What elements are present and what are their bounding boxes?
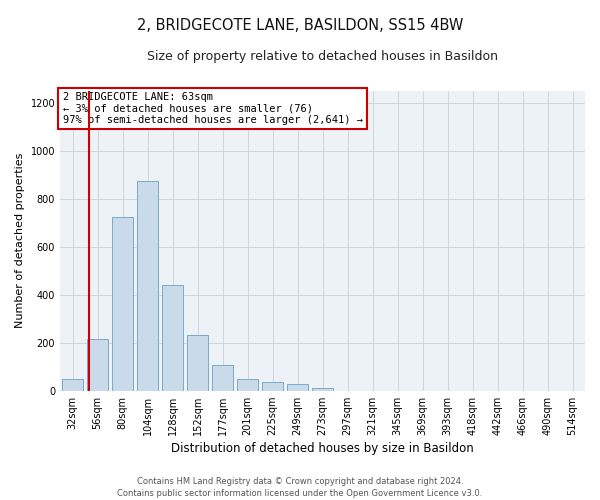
Bar bbox=[62, 378, 83, 390]
Title: Size of property relative to detached houses in Basildon: Size of property relative to detached ho… bbox=[147, 50, 498, 63]
Bar bbox=[137, 180, 158, 390]
Bar bbox=[262, 382, 283, 390]
Text: Contains HM Land Registry data © Crown copyright and database right 2024.
Contai: Contains HM Land Registry data © Crown c… bbox=[118, 476, 482, 498]
Bar bbox=[237, 380, 258, 390]
Bar bbox=[187, 336, 208, 390]
Bar bbox=[287, 384, 308, 390]
Bar bbox=[162, 285, 183, 391]
Bar bbox=[87, 339, 108, 390]
Text: 2 BRIDGECOTE LANE: 63sqm
← 3% of detached houses are smaller (76)
97% of semi-de: 2 BRIDGECOTE LANE: 63sqm ← 3% of detache… bbox=[62, 92, 362, 126]
Text: 2, BRIDGECOTE LANE, BASILDON, SS15 4BW: 2, BRIDGECOTE LANE, BASILDON, SS15 4BW bbox=[137, 18, 463, 32]
Bar bbox=[312, 388, 333, 390]
Y-axis label: Number of detached properties: Number of detached properties bbox=[15, 153, 25, 328]
Bar bbox=[212, 366, 233, 390]
Bar bbox=[112, 216, 133, 390]
X-axis label: Distribution of detached houses by size in Basildon: Distribution of detached houses by size … bbox=[171, 442, 474, 455]
